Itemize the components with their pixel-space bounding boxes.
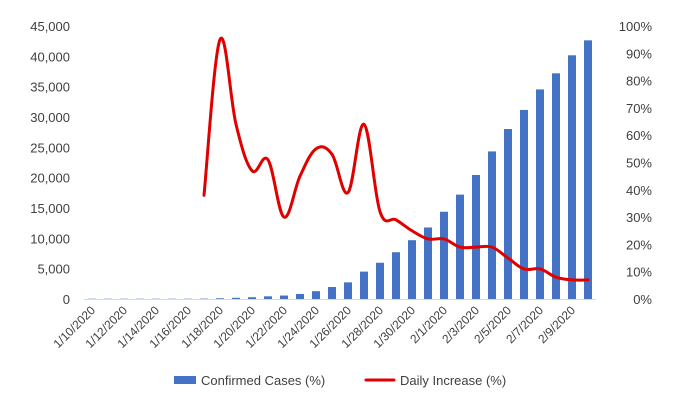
- line-series-daily-increase: [202, 36, 590, 282]
- y-left-tick-label: 0: [63, 292, 70, 307]
- y-left-tick-label: 25,000: [30, 140, 70, 155]
- bar-2-1-2020: [440, 211, 448, 299]
- bar-series-confirmed-cases: [88, 40, 592, 300]
- y-right-tick-label: 10%: [626, 265, 652, 280]
- bar-1-20-2020: [248, 297, 256, 299]
- y-left-tick-label: 5,000: [37, 262, 70, 277]
- legend-label-confirmed-cases: Confirmed Cases (%): [201, 373, 325, 388]
- bar-2-8-2020: [552, 73, 560, 299]
- bar-2-5-2020: [504, 129, 512, 299]
- legend: Confirmed Cases (%) Daily Increase (%): [174, 373, 506, 388]
- y-left-tick-label: 20,000: [30, 171, 70, 186]
- y-right-tick-label: 0%: [633, 292, 652, 307]
- bar-2-6-2020: [520, 109, 528, 300]
- bar-1-29-2020: [392, 252, 400, 299]
- bar-2-4-2020: [488, 151, 496, 299]
- bar-1-27-2020: [360, 271, 368, 299]
- y-axis-left: 0 5,000 10,000 15,000 20,000 25,000 30,000 35,0…: [30, 19, 70, 307]
- y-left-tick-label: 10,000: [30, 231, 70, 246]
- y-right-tick-label: 40%: [626, 183, 652, 198]
- bar-2-3-2020: [472, 175, 480, 299]
- bar-1-26-2020: [344, 282, 352, 299]
- x-axis-labels: 1/10/20201/12/20201/14/20201/16/20201/18…: [50, 303, 578, 351]
- legend-label-daily-increase: Daily Increase (%): [400, 373, 506, 388]
- bar-1-22-2020: [280, 295, 288, 299]
- y-right-tick-label: 90%: [626, 46, 652, 61]
- bar-2-7-2020: [536, 89, 544, 299]
- bar-1-28-2020: [376, 262, 384, 299]
- y-left-tick-label: 30,000: [30, 110, 70, 125]
- y-right-tick-label: 100%: [619, 19, 653, 34]
- bar-2-9-2020: [568, 55, 576, 299]
- y-right-tick-label: 30%: [626, 210, 652, 225]
- y-left-tick-label: 40,000: [30, 49, 70, 64]
- bar-1-21-2020: [264, 296, 272, 299]
- bar-1-18-2020: [216, 298, 224, 299]
- bar-1-24-2020: [312, 291, 320, 299]
- bar-1-19-2020: [232, 297, 240, 299]
- bar-1-23-2020: [296, 293, 304, 299]
- bar-2-10-2020: [584, 40, 592, 299]
- y-right-tick-label: 20%: [626, 237, 652, 252]
- y-right-tick-label: 80%: [626, 74, 652, 89]
- bar-1-30-2020: [408, 240, 416, 299]
- y-left-tick-label: 45,000: [30, 19, 70, 34]
- y-right-tick-label: 70%: [626, 101, 652, 116]
- bar-1-25-2020: [328, 287, 336, 299]
- legend-swatch-confirmed-cases: [174, 376, 196, 384]
- y-right-tick-label: 60%: [626, 128, 652, 143]
- y-left-tick-label: 35,000: [30, 80, 70, 95]
- y-right-tick-label: 50%: [626, 156, 652, 171]
- y-left-tick-label: 15,000: [30, 201, 70, 216]
- bar-1-31-2020: [424, 227, 432, 299]
- y-axis-right: 0% 10% 20% 30% 40% 50% 60% 70% 80% 90% 100%: [619, 19, 653, 307]
